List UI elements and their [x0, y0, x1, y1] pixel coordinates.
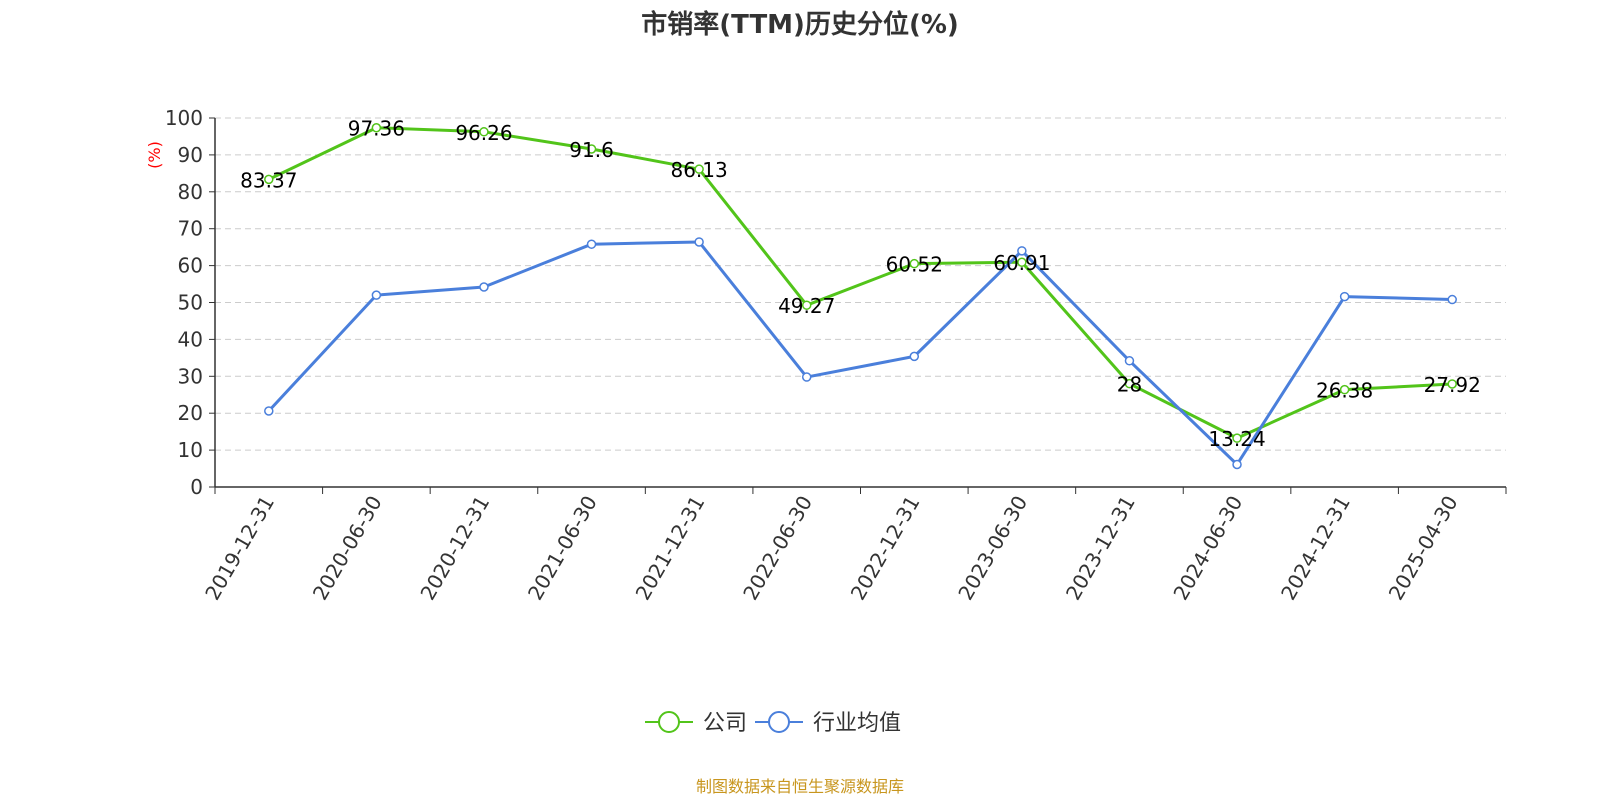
data-label: 28 [1117, 373, 1142, 397]
data-point [694, 164, 704, 174]
data-point [1124, 356, 1135, 366]
data-point [909, 258, 920, 269]
data-point [479, 127, 489, 137]
y-tick-label: 60 [178, 254, 203, 278]
data-label: 97.36 [348, 117, 405, 141]
legend-swatch-marker [658, 711, 680, 733]
y-tick-label: 20 [178, 401, 203, 425]
x-tick-label: 2020-12-31 [415, 492, 494, 605]
grid [215, 117, 1506, 451]
x-tick-label: 2024-12-31 [1276, 492, 1355, 605]
data-point [479, 282, 489, 292]
data-point [909, 351, 920, 362]
data-point [801, 372, 812, 382]
data-label: 91.6 [569, 138, 614, 162]
y-tick-label: 40 [178, 327, 203, 351]
legend-swatch-marker [768, 711, 790, 733]
x-tick-label: 2023-12-31 [1061, 492, 1140, 605]
x-tick-label: 2019-12-31 [200, 492, 279, 605]
data-labels: 83.37 97.36 96.26 91.6 86.13 49.27 60.52 60.91 2… [240, 117, 1481, 451]
y-tick-label: 100 [165, 106, 203, 130]
data-label: 13.24 [1208, 427, 1265, 451]
data-label: 49.27 [778, 294, 835, 318]
y-tick-label: 70 [178, 217, 203, 241]
data-label: 26.38 [1316, 379, 1373, 403]
series-line-1 [267, 240, 1453, 466]
x-tick-label: 2021-12-31 [631, 492, 710, 605]
data-source-note: 制图数据来自恒生聚源数据库 [696, 777, 904, 796]
y-tick-label: 0 [190, 475, 203, 499]
data-point [1232, 433, 1242, 443]
data-label: 60.91 [993, 251, 1050, 275]
chart-title: 市销率(TTM)历史分位(%) [641, 9, 959, 40]
legend[interactable]: 公司 行业均值 [645, 711, 901, 736]
data-point [1447, 294, 1457, 305]
data-point [1017, 257, 1027, 267]
data-point [371, 290, 382, 300]
x-tick-label: 2023-06-30 [953, 492, 1032, 605]
data-point [694, 237, 704, 247]
data-label: 83.37 [240, 168, 297, 192]
x-tick-label: 2022-06-30 [738, 492, 817, 605]
series-line-0 [268, 126, 1453, 440]
data-point [264, 406, 274, 416]
data-point [586, 144, 597, 154]
legend-label: 行业均值 [813, 711, 901, 736]
data-label: 60.52 [886, 253, 943, 277]
y-tick-label: 10 [178, 438, 203, 462]
data-label: 86.13 [670, 158, 727, 182]
x-tick-label: 2025-04-30 [1384, 492, 1463, 605]
y-tick-label: 50 [178, 291, 203, 315]
legend-item[interactable]: 公司 [645, 711, 747, 736]
data-point [1017, 246, 1027, 256]
legend-item[interactable]: 行业均值 [755, 711, 901, 736]
axes: 0 10 20 30 40 50 60 70 80 90 100 2019-12-31 2020-06-… [165, 106, 1507, 605]
x-tick-label: 2024-06-30 [1168, 492, 1247, 605]
series-lines [264, 122, 1457, 470]
legend-label: 公司 [703, 711, 747, 736]
data-point [1232, 459, 1242, 470]
data-point [801, 300, 812, 310]
data-point [1124, 378, 1135, 389]
data-label: 27.92 [1424, 373, 1481, 397]
data-point [1339, 291, 1350, 302]
data-point [264, 174, 274, 185]
data-point [371, 122, 382, 133]
data-point [1339, 384, 1350, 395]
data-label: 96.26 [455, 121, 512, 145]
data-point [586, 239, 597, 249]
y-axis-unit: (%) [145, 141, 164, 169]
y-tick-label: 90 [178, 143, 203, 167]
y-tick-label: 30 [178, 364, 203, 388]
x-tick-label: 2020-06-30 [308, 492, 387, 605]
x-tick-label: 2021-06-30 [523, 492, 602, 605]
data-point [1447, 379, 1457, 389]
x-tick-label: 2022-12-31 [846, 492, 925, 605]
y-tick-label: 80 [178, 180, 203, 204]
